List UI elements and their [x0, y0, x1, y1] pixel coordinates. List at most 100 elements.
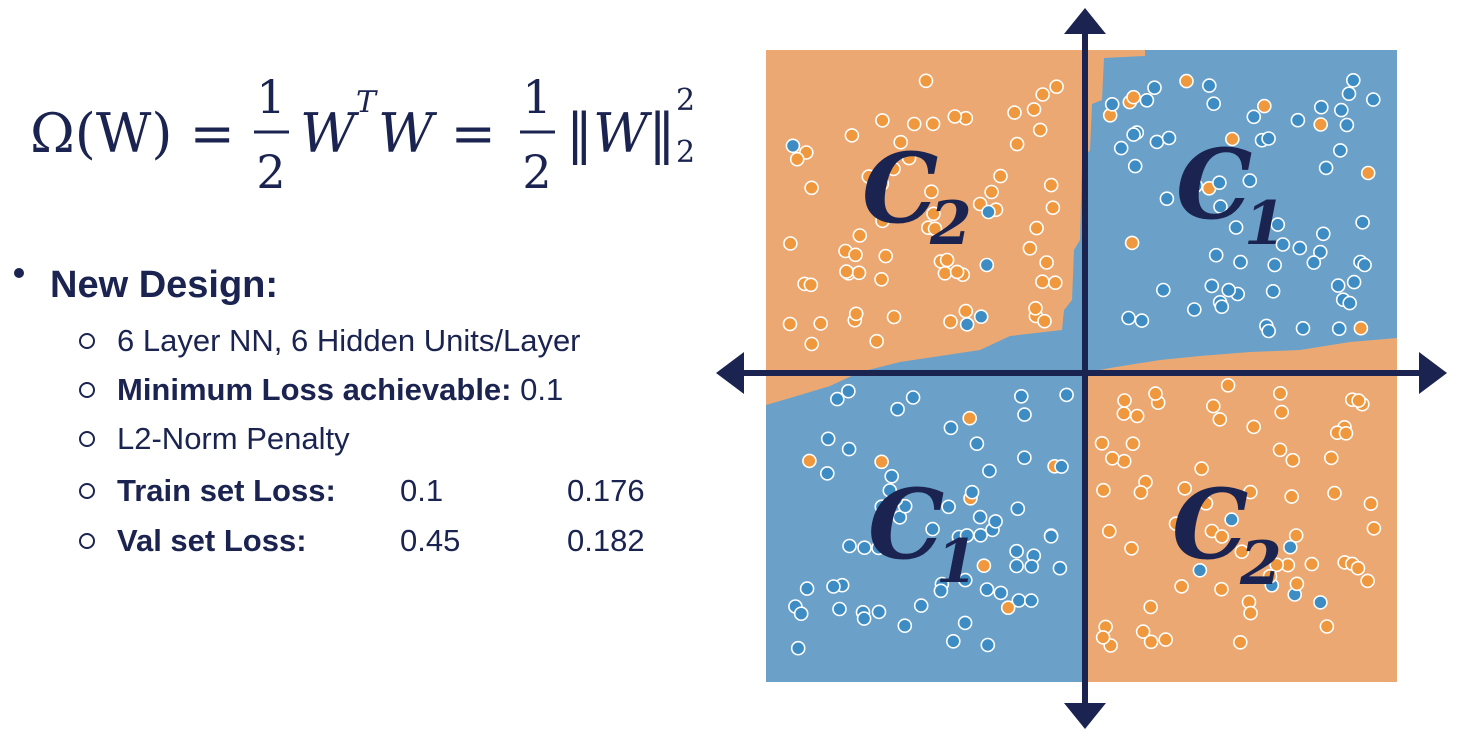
sub-bullet — [79, 431, 95, 447]
sample-point — [1306, 255, 1322, 270]
sample-point — [886, 161, 901, 177]
sample-point — [1156, 282, 1171, 298]
sample-point — [869, 333, 885, 349]
sample-point — [943, 420, 959, 436]
sample-point — [969, 436, 985, 452]
sample-point — [958, 303, 974, 319]
sample-point — [1187, 302, 1202, 317]
sample-point — [874, 271, 889, 287]
sample-point — [886, 309, 902, 325]
sample-point — [841, 383, 856, 399]
sample-point — [925, 116, 941, 132]
arrowhead — [1064, 8, 1106, 34]
item-value: 0.1 — [520, 372, 563, 407]
sample-point — [1214, 299, 1230, 315]
sample-point — [1233, 634, 1248, 650]
sample-point — [1024, 559, 1039, 574]
sample-point — [1338, 425, 1354, 441]
sample-point — [1134, 313, 1150, 328]
sample-point — [1202, 78, 1217, 93]
sample-point — [1313, 595, 1328, 610]
sample-point — [1355, 215, 1370, 230]
sample-point — [964, 484, 980, 500]
sample-point — [1009, 136, 1025, 152]
sample-point — [1357, 257, 1372, 273]
sample-point — [1059, 387, 1074, 403]
sample-point — [1242, 173, 1258, 188]
arrowhead — [716, 352, 744, 394]
sample-point — [973, 309, 989, 325]
sample-point — [1095, 630, 1111, 645]
sample-point — [1045, 200, 1061, 215]
sample-point — [1149, 134, 1165, 150]
sample-point — [890, 401, 905, 417]
sample-point — [1228, 220, 1244, 235]
sample-point — [943, 314, 958, 330]
formula-term: W — [300, 102, 360, 165]
sample-point — [875, 113, 890, 128]
sample-point — [1126, 89, 1141, 105]
sample-point — [799, 581, 815, 596]
sample-point — [913, 598, 929, 613]
item-value: 0.182 — [567, 523, 645, 558]
sample-point — [1049, 79, 1064, 94]
sample-point — [984, 184, 999, 200]
sample-point — [1127, 158, 1143, 174]
sample-point — [1204, 278, 1220, 294]
sample-point — [789, 151, 805, 167]
sample-point — [1116, 453, 1132, 469]
sample-point — [1032, 122, 1048, 138]
sample-point — [1135, 624, 1151, 639]
sample-point — [1143, 634, 1159, 650]
sample-point — [962, 410, 978, 426]
sample-point — [1000, 600, 1016, 616]
sample-point — [1213, 199, 1228, 214]
sample-point — [1319, 619, 1335, 634]
sample-point — [957, 615, 973, 631]
sample-point — [875, 213, 890, 229]
sample-point — [1324, 450, 1339, 466]
sample-point — [884, 468, 900, 484]
sample-point — [1198, 495, 1214, 511]
sample-point — [959, 317, 975, 332]
item-label: Train set Loss: — [117, 473, 336, 508]
sample-point — [803, 277, 819, 293]
sample-point — [1224, 512, 1239, 527]
item-value: 0.176 — [567, 473, 645, 508]
sample-point — [1039, 255, 1054, 270]
sample-point — [926, 206, 941, 222]
sample-point — [906, 116, 922, 132]
sample-point — [1124, 541, 1139, 556]
sample-point — [1139, 93, 1155, 108]
sample-point — [1243, 484, 1258, 500]
class-subscript: 2 — [929, 189, 972, 259]
bullet-item: Minimum Loss achievable: 0.1 — [117, 372, 563, 407]
sample-point — [1161, 130, 1177, 146]
sample-point — [856, 611, 872, 626]
sample-point — [1339, 117, 1355, 133]
sample-point — [1009, 558, 1024, 574]
sample-point — [993, 585, 1009, 601]
sample-point — [897, 618, 913, 634]
sample-point — [1350, 560, 1366, 576]
sample-point — [852, 228, 868, 243]
sample-point — [1158, 632, 1173, 647]
sample-point — [1334, 102, 1349, 118]
sample-point — [1262, 568, 1278, 584]
formula-superscript: 2 — [676, 83, 695, 118]
sample-point — [851, 265, 867, 281]
sample-point — [1174, 579, 1189, 594]
sample-point — [1007, 105, 1022, 120]
sample-point — [937, 265, 953, 281]
sample-point — [1126, 127, 1141, 142]
sample-point — [1341, 86, 1357, 101]
sample-point — [1179, 73, 1194, 89]
sample-point — [1225, 131, 1240, 147]
sample-point — [1273, 385, 1288, 401]
sample-point — [793, 606, 809, 622]
sample-point — [1113, 140, 1129, 156]
sample-point — [842, 538, 857, 554]
sample-point — [782, 316, 798, 332]
sample-point — [1221, 282, 1236, 298]
